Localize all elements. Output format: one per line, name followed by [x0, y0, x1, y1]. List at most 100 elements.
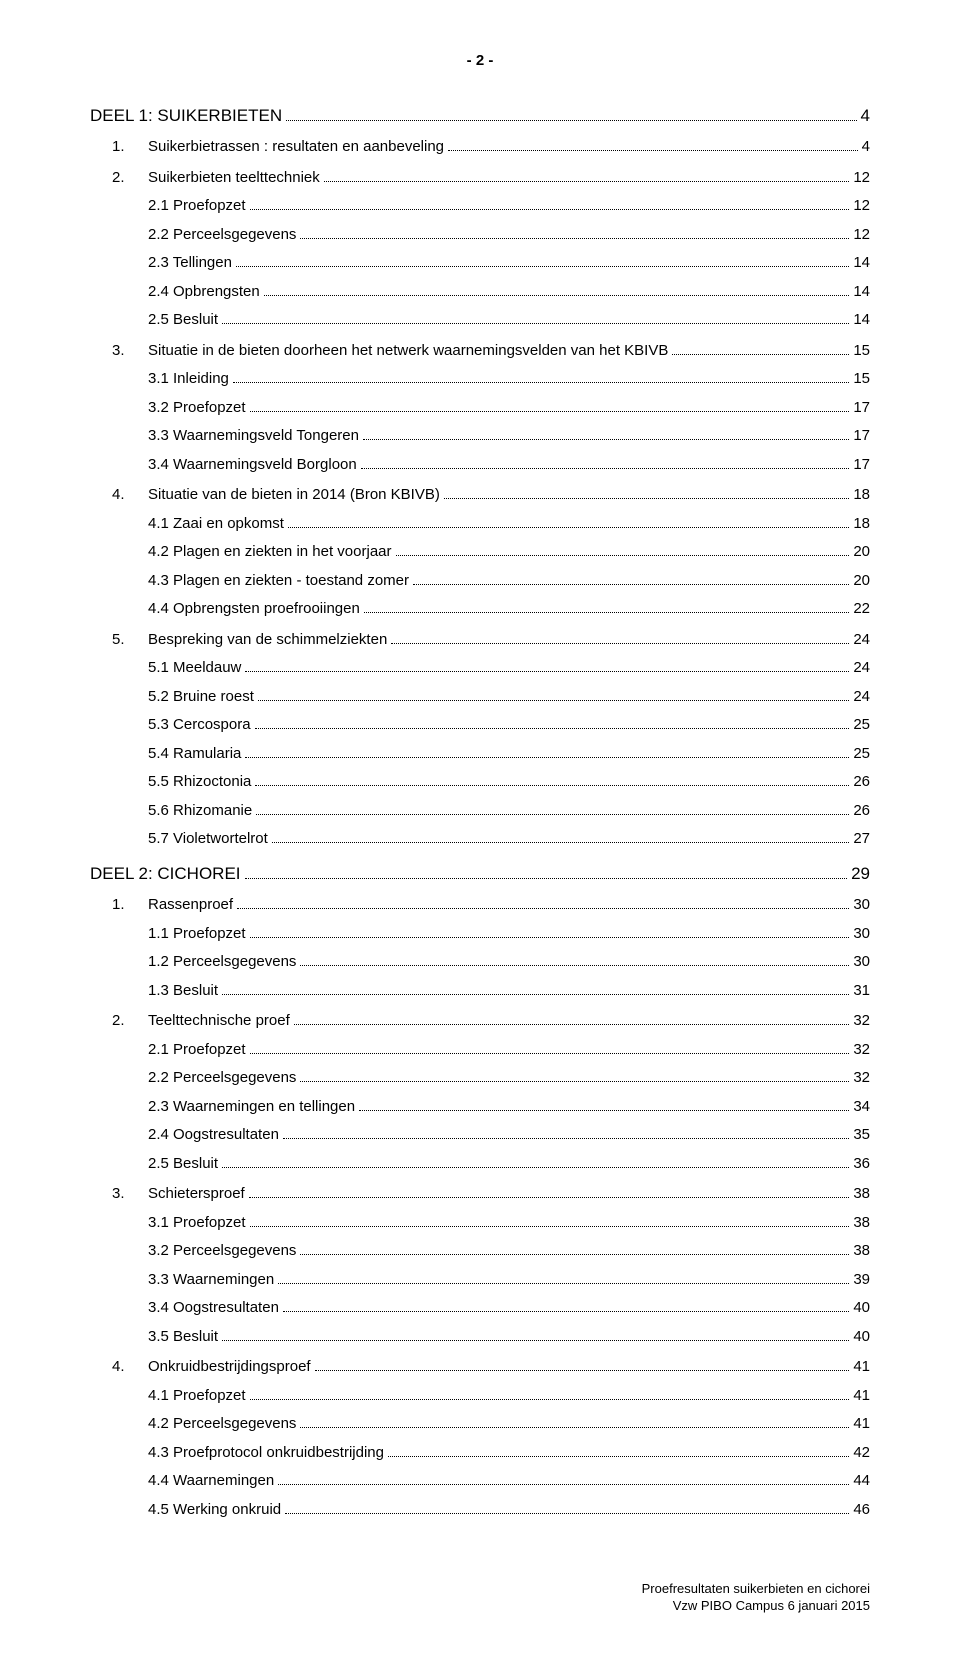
- toc-entry[interactable]: 1.1 Proefopzet 30: [90, 923, 870, 946]
- toc-dot-leader: [237, 908, 849, 909]
- toc-label: 4.2 Perceelsgegevens: [148, 1413, 296, 1436]
- toc-label: 3.4 Oogstresultaten: [148, 1297, 279, 1320]
- toc-page-number: 25: [853, 743, 870, 766]
- toc-dot-leader: [255, 728, 850, 729]
- toc-entry[interactable]: 1.Rassenproef 30: [90, 894, 870, 917]
- toc-dot-leader: [278, 1484, 849, 1485]
- toc-entry[interactable]: 1.2 Perceelsgegevens 30: [90, 951, 870, 974]
- toc-entry[interactable]: 4.2 Plagen en ziekten in het voorjaar 20: [90, 541, 870, 564]
- toc-entry[interactable]: 5.7 Violetwortelrot 27: [90, 828, 870, 851]
- toc-entry[interactable]: 2.3 Waarnemingen en tellingen 34: [90, 1096, 870, 1119]
- footer-line-2: Vzw PIBO Campus 6 januari 2015: [90, 1598, 870, 1615]
- toc-entry[interactable]: 3.4 Waarnemingsveld Borgloon 17: [90, 454, 870, 477]
- toc-entry[interactable]: 3.2 Perceelsgegevens 38: [90, 1240, 870, 1263]
- toc-label: 2.2 Perceelsgegevens: [148, 224, 296, 247]
- toc-entry[interactable]: 4.5 Werking onkruid 46: [90, 1499, 870, 1522]
- toc-page-number: 32: [853, 1010, 870, 1033]
- toc-page-number: 39: [853, 1269, 870, 1292]
- toc-label: 5.2 Bruine roest: [148, 686, 254, 709]
- toc-title: Suikerbieten teelttechniek: [148, 167, 320, 190]
- toc-entry[interactable]: DEEL 1: SUIKERBIETEN 4: [90, 103, 870, 129]
- toc-entry[interactable]: 2.5 Besluit 36: [90, 1153, 870, 1176]
- toc-page-number: 29: [851, 861, 870, 887]
- toc-page-number: 41: [853, 1356, 870, 1379]
- toc-page-number: 20: [853, 570, 870, 593]
- toc-entry[interactable]: 3.Schietersproef 38: [90, 1183, 870, 1206]
- toc-entry[interactable]: 5.3 Cercospora 25: [90, 714, 870, 737]
- toc-entry[interactable]: 2.2 Perceelsgegevens 32: [90, 1067, 870, 1090]
- toc-entry[interactable]: 2.Teelttechnische proef 32: [90, 1010, 870, 1033]
- toc-entry[interactable]: DEEL 2: CICHOREI 29: [90, 861, 870, 887]
- toc-entry[interactable]: 4.4 Opbrengsten proefrooiingen 22: [90, 598, 870, 621]
- toc-entry[interactable]: 2.1 Proefopzet 32: [90, 1039, 870, 1062]
- toc-label: 2.2 Perceelsgegevens: [148, 1067, 296, 1090]
- toc-entry[interactable]: 2.4 Opbrengsten 14: [90, 281, 870, 304]
- toc-page-number: 14: [853, 252, 870, 275]
- toc-dot-leader: [250, 1053, 850, 1054]
- toc-dot-leader: [396, 555, 850, 556]
- toc-dot-leader: [236, 266, 849, 267]
- toc-dot-leader: [272, 842, 850, 843]
- toc-label: 4.1 Proefopzet: [148, 1385, 246, 1408]
- toc-entry[interactable]: 5.Bespreking van de schimmelziekten 24: [90, 629, 870, 652]
- toc-entry[interactable]: 5.5 Rhizoctonia 26: [90, 771, 870, 794]
- toc-page-number: 15: [853, 368, 870, 391]
- toc-entry[interactable]: 2.5 Besluit 14: [90, 309, 870, 332]
- toc-title: Suikerbietrassen : resultaten en aanbeve…: [148, 136, 444, 159]
- toc-dot-leader: [324, 181, 850, 182]
- toc-entry[interactable]: 4.3 Plagen en ziekten - toestand zomer 2…: [90, 570, 870, 593]
- toc-entry[interactable]: 3.2 Proefopzet 17: [90, 397, 870, 420]
- toc-page-number: 18: [853, 484, 870, 507]
- toc-entry[interactable]: 2.4 Oogstresultaten 35: [90, 1124, 870, 1147]
- toc-entry[interactable]: 2.1 Proefopzet 12: [90, 195, 870, 218]
- toc-entry[interactable]: 4.Situatie van de bieten in 2014 (Bron K…: [90, 484, 870, 507]
- toc-entry[interactable]: 3.1 Proefopzet 38: [90, 1212, 870, 1235]
- toc-entry[interactable]: 2.2 Perceelsgegevens 12: [90, 224, 870, 247]
- toc-entry[interactable]: 5.6 Rhizomanie 26: [90, 800, 870, 823]
- footer: Proefresultaten suikerbieten en cichorei…: [90, 1581, 870, 1615]
- toc-entry[interactable]: 4.1 Proefopzet 41: [90, 1385, 870, 1408]
- toc-entry[interactable]: 4.3 Proefprotocol onkruidbestrijding 42: [90, 1442, 870, 1465]
- toc-page-number: 38: [853, 1212, 870, 1235]
- toc-label: 4.4 Waarnemingen: [148, 1470, 274, 1493]
- toc-page-number: 12: [853, 195, 870, 218]
- toc-entry[interactable]: 3.5 Besluit 40: [90, 1326, 870, 1349]
- toc-entry[interactable]: 5.1 Meeldauw 24: [90, 657, 870, 680]
- toc-entry[interactable]: 3.3 Waarnemingen 39: [90, 1269, 870, 1292]
- toc-entry[interactable]: 3.3 Waarnemingsveld Tongeren 17: [90, 425, 870, 448]
- toc-entry[interactable]: 1.Suikerbietrassen : resultaten en aanbe…: [90, 136, 870, 159]
- toc-label: 4.1 Zaai en opkomst: [148, 513, 284, 536]
- toc-label: 1.1 Proefopzet: [148, 923, 246, 946]
- toc-entry[interactable]: 3.4 Oogstresultaten 40: [90, 1297, 870, 1320]
- toc-entry[interactable]: 4.Onkruidbestrijdingsproef 41: [90, 1356, 870, 1379]
- toc-dot-leader: [285, 1513, 849, 1514]
- toc-entry[interactable]: 2.Suikerbieten teelttechniek 12: [90, 167, 870, 190]
- toc-page-number: 46: [853, 1499, 870, 1522]
- toc-label: 3.3 Waarnemingsveld Tongeren: [148, 425, 359, 448]
- toc-label: 3.2 Proefopzet: [148, 397, 246, 420]
- toc-dot-leader: [300, 965, 849, 966]
- toc-title: Rassenproef: [148, 894, 233, 917]
- toc-label: 2.Suikerbieten teelttechniek: [112, 167, 320, 190]
- toc-dot-leader: [250, 209, 850, 210]
- toc-dot-leader: [300, 1427, 849, 1428]
- toc-dot-leader: [250, 1399, 850, 1400]
- toc-label: 2.1 Proefopzet: [148, 195, 246, 218]
- toc-entry[interactable]: 4.4 Waarnemingen 44: [90, 1470, 870, 1493]
- toc-dot-leader: [249, 1197, 850, 1198]
- toc-entry[interactable]: 1.3 Besluit 31: [90, 980, 870, 1003]
- toc-page-number: 12: [853, 167, 870, 190]
- toc-label: DEEL 1: SUIKERBIETEN: [90, 103, 282, 129]
- toc-label: 4.2 Plagen en ziekten in het voorjaar: [148, 541, 392, 564]
- toc-entry[interactable]: 5.2 Bruine roest 24: [90, 686, 870, 709]
- toc-entry[interactable]: 3.Situatie in de bieten doorheen het net…: [90, 340, 870, 363]
- toc-entry[interactable]: 3.1 Inleiding 15: [90, 368, 870, 391]
- toc-label: 3.Situatie in de bieten doorheen het net…: [112, 340, 668, 363]
- toc-entry[interactable]: 4.2 Perceelsgegevens 41: [90, 1413, 870, 1436]
- toc-dot-leader: [258, 700, 849, 701]
- toc-entry[interactable]: 2.3 Tellingen 14: [90, 252, 870, 275]
- toc-label: 3.1 Proefopzet: [148, 1212, 246, 1235]
- toc-label: 3.2 Perceelsgegevens: [148, 1240, 296, 1263]
- toc-entry[interactable]: 4.1 Zaai en opkomst 18: [90, 513, 870, 536]
- toc-entry[interactable]: 5.4 Ramularia 25: [90, 743, 870, 766]
